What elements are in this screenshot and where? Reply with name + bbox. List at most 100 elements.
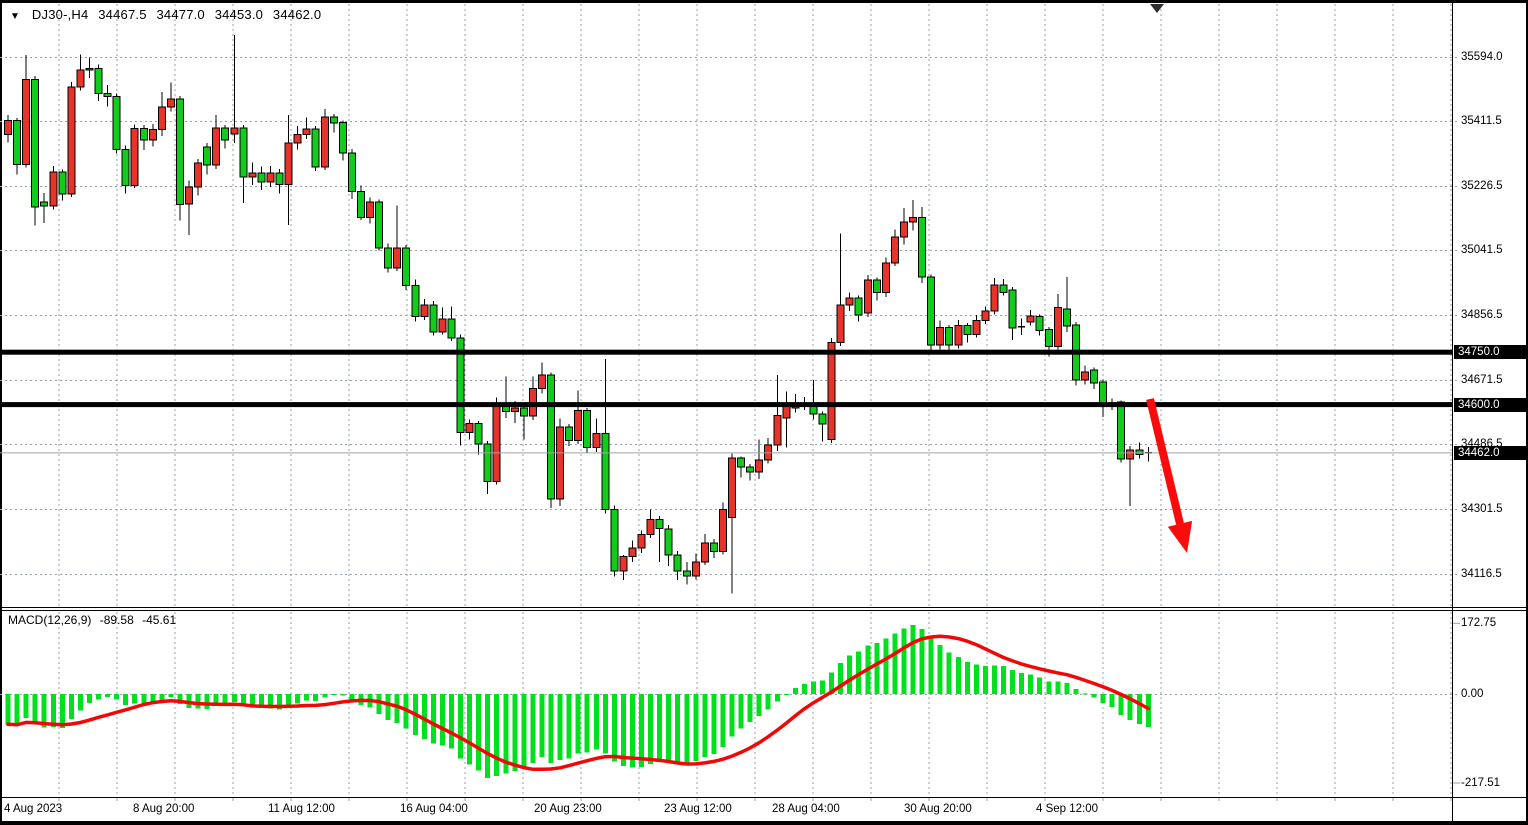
candle-bull [990, 284, 999, 312]
candle-bear [601, 432, 610, 510]
candle-bull [700, 542, 709, 563]
macd-bar [23, 694, 29, 718]
candle-bull [76, 69, 85, 88]
pane-separator-bottom[interactable] [0, 610, 1528, 611]
macd-bar [59, 694, 65, 729]
candle-bear [357, 190, 365, 219]
macd-bar [41, 694, 47, 728]
candle-bull [619, 555, 628, 572]
macd-bar [385, 694, 391, 721]
macd-bar [177, 694, 183, 704]
chart-title: ▼ DJ30-,H4 34467.5 34477.0 34453.0 34462… [10, 7, 327, 22]
candle-bear [275, 172, 284, 185]
candle-bull [909, 217, 917, 223]
candle-bull [646, 518, 655, 536]
candle-bull [230, 127, 239, 135]
macd-bar [847, 655, 853, 694]
candle-bear [1117, 401, 1126, 460]
candle-bear [429, 304, 438, 333]
candle-bear [737, 457, 746, 468]
macd-name: MACD(12,26,9) [8, 613, 92, 627]
macd-bar [1082, 693, 1088, 695]
macd-bar [964, 661, 970, 694]
candle-bull [972, 320, 981, 336]
macd-bar [1037, 677, 1043, 694]
candle-bear [329, 116, 338, 124]
price-level-line[interactable] [0, 349, 1452, 355]
candle-bear [139, 127, 148, 141]
macd-bar [14, 694, 20, 726]
candle-bull [773, 415, 782, 446]
trend-arrow-head[interactable] [1167, 520, 1193, 553]
candle-bear [1008, 289, 1017, 329]
candle-bear [999, 284, 1008, 293]
candle-bull [719, 509, 727, 552]
macd-bar [720, 694, 726, 747]
macd-bar [105, 694, 111, 697]
macd-bar [973, 664, 979, 694]
pane-separator-top[interactable] [0, 607, 1528, 608]
macd-bar [602, 694, 608, 754]
candle-bear [121, 148, 130, 186]
macd-bar [557, 694, 563, 760]
macd-signal-line [6, 634, 1151, 772]
chart-shift-marker-icon[interactable] [1150, 4, 1164, 13]
time-axis-label: 28 Aug 04:00 [772, 803, 840, 815]
time-axis-label: 11 Aug 12:00 [268, 803, 335, 815]
macd-bar [820, 680, 825, 694]
macd-bar [910, 625, 916, 694]
candle-bull [1081, 371, 1089, 381]
macd-bar [874, 642, 880, 694]
window-border-right [1526, 0, 1528, 825]
candle-bull [881, 262, 890, 294]
candle-bear [203, 146, 212, 166]
macd-bar [584, 694, 590, 753]
macd-bar [1091, 694, 1097, 698]
time-axis-separator [0, 797, 1528, 798]
macd-bar [277, 694, 282, 710]
candle-bear [411, 285, 420, 318]
candle-bull [637, 534, 646, 549]
symbol-dropdown-icon[interactable]: ▼ [10, 11, 21, 22]
price-axis-separator [1452, 3, 1453, 821]
macd-bar [548, 694, 554, 763]
macd-bar [955, 657, 961, 694]
macd-bar [539, 694, 545, 758]
candle-bear [583, 410, 592, 448]
candle-bull [393, 247, 402, 269]
macd-bar [168, 694, 174, 697]
window-border-top [0, 0, 1528, 3]
macd-bar [765, 694, 771, 710]
macd-bar [1073, 689, 1079, 694]
macd-bar [1010, 669, 1016, 694]
macd-bar [77, 694, 83, 711]
macd-bar [268, 694, 273, 709]
candle-bull [592, 432, 601, 448]
trend-arrow-shaft[interactable] [1146, 398, 1184, 525]
candle-bear [1044, 328, 1053, 347]
candle-bear [402, 247, 411, 287]
candle-bear [927, 276, 936, 346]
candle-bear [918, 217, 927, 278]
macd-bar [439, 694, 445, 746]
candle-bear [963, 325, 972, 336]
macd-bar [50, 694, 56, 727]
symbol-period-label: DJ30-,H4 [31, 7, 89, 22]
macd-bar [630, 694, 635, 768]
candle-bull [465, 423, 474, 434]
macd-bar [1001, 665, 1006, 694]
macd-axis-tick: -217.51 [1461, 777, 1501, 790]
price-level-line[interactable] [0, 402, 1452, 408]
macd-bar [132, 694, 138, 704]
macd-bar [286, 694, 292, 707]
current-price-badge: 34462.0 [1454, 445, 1528, 460]
macd-bar [204, 694, 210, 710]
macd-bar [801, 683, 807, 694]
candle-bear [239, 127, 248, 178]
time-axis-label: 23 Aug 12:00 [664, 803, 732, 815]
time-axis-label: 4 Sep 12:00 [1036, 803, 1099, 815]
macd-bar [1019, 673, 1025, 694]
macd-bar [992, 665, 997, 694]
